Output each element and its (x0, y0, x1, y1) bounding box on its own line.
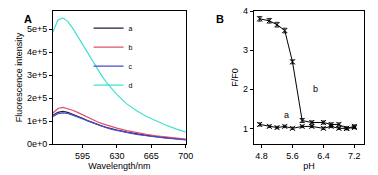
svg-text:5.6: 5.6 (286, 151, 299, 161)
svg-text:b: b (129, 44, 133, 51)
svg-text:6.4: 6.4 (317, 151, 330, 161)
svg-text:7.2: 7.2 (348, 151, 361, 161)
svg-text:F/F0: F/F0 (230, 68, 240, 87)
svg-text:3: 3 (243, 45, 248, 55)
svg-text:4: 4 (243, 6, 248, 16)
svg-text:A: A (24, 13, 32, 25)
svg-text:a: a (129, 25, 133, 32)
svg-text:b: b (313, 84, 318, 94)
svg-text:4e+5: 4e+5 (27, 47, 47, 57)
svg-text:700: 700 (178, 151, 193, 161)
svg-text:5e+5: 5e+5 (27, 24, 47, 34)
svg-text:4.8: 4.8 (255, 151, 268, 161)
svg-text:1: 1 (243, 124, 248, 134)
svg-text:0e+0: 0e+0 (27, 139, 47, 149)
svg-text:1e+5: 1e+5 (27, 116, 47, 126)
svg-text:pH: pH (303, 161, 315, 171)
svg-text:B: B (216, 13, 224, 25)
svg-text:3e+5: 3e+5 (27, 70, 47, 80)
svg-text:d: d (129, 82, 133, 89)
svg-text:Fluorescence intensity: Fluorescence intensity (14, 32, 24, 122)
svg-text:Wavelength/nm: Wavelength/nm (88, 161, 150, 171)
svg-text:630: 630 (109, 151, 124, 161)
svg-text:2e+5: 2e+5 (27, 93, 47, 103)
svg-text:2: 2 (243, 84, 248, 94)
svg-text:665: 665 (144, 151, 159, 161)
svg-text:a: a (284, 110, 289, 120)
svg-text:c: c (129, 63, 133, 70)
svg-text:595: 595 (75, 151, 90, 161)
